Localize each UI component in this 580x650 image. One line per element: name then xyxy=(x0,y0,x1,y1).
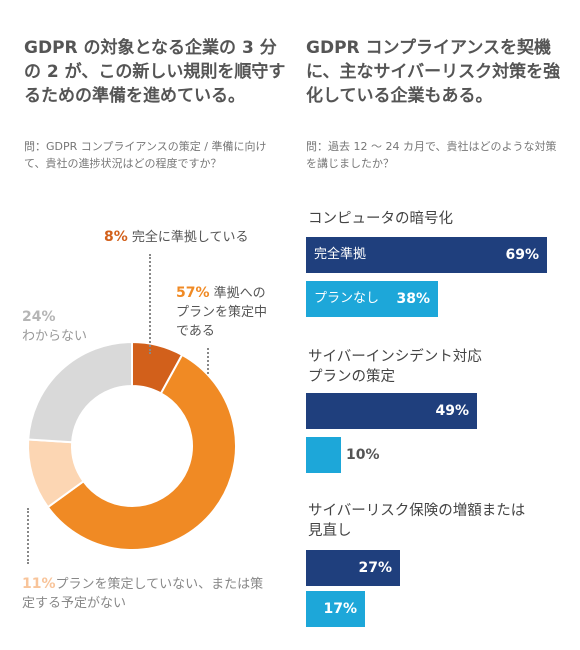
bar: 27% xyxy=(306,550,400,586)
bar-value-label: 17% xyxy=(323,601,357,617)
bar: 17% xyxy=(306,591,365,627)
bar-value-label: 10% xyxy=(346,447,380,463)
slice-label-fully-compliant: 8% 完全に準拠している xyxy=(104,228,249,247)
donut-slice-3 xyxy=(27,340,133,444)
right-question: 問：過去 12 ～ 24 カ月で、貴社はどのような対策を講じましたか？ xyxy=(306,140,557,170)
left-headline: GDPR の対象となる企業の 3 分の 2 が、この新しい規則を順守するための準… xyxy=(24,38,286,106)
bar-label: プランなし xyxy=(314,291,380,306)
slice-label-no-plan: 11%プランを策定していない、または策定する予定がない xyxy=(22,575,272,613)
category-title: サイバーリスク保険の増額または見直し xyxy=(308,503,526,539)
donut-slice-1 xyxy=(46,353,237,550)
slice-label-planning: 57% 準拠へのプランを策定中である xyxy=(176,284,276,341)
bar-value-label: 38% xyxy=(396,291,430,307)
slice-label-unknown: 24% わからない xyxy=(22,308,112,346)
bar: プランなし 38% xyxy=(306,281,438,317)
bar-value-label: 49% xyxy=(435,403,469,419)
leader-line xyxy=(149,254,151,354)
right-headline: GDPR コンプライアンスを契機に、主なサイバーリスク対策を強化している企業もあ… xyxy=(306,38,561,106)
slice-pct: 57% xyxy=(176,285,210,301)
slice-text: わからない xyxy=(22,329,88,344)
bar-value-label: 69% xyxy=(505,247,539,263)
category-title: コンピュータの暗号化 xyxy=(308,211,453,227)
slice-pct: 24% xyxy=(22,309,56,325)
bar xyxy=(306,437,341,473)
slice-pct: 8% xyxy=(104,229,128,245)
bar: 49% xyxy=(306,393,477,429)
leader-line xyxy=(207,348,209,374)
donut-chart xyxy=(27,340,237,550)
category-title: サイバーインシデント対応プランの策定 xyxy=(308,349,482,385)
slice-text: プランを策定していない、または策定する予定がない xyxy=(22,577,264,611)
left-question: 問：GDPR コンプライアンスの策定 / 準備に向けて、貴社の進捗状況はどの程度… xyxy=(24,140,267,170)
slice-pct: 11% xyxy=(22,576,56,592)
slice-text: 完全に準拠している xyxy=(131,230,249,245)
bar-value-label: 27% xyxy=(358,560,392,576)
bar: 完全準拠 69% xyxy=(306,237,547,273)
slice-text: 準拠へのプランを策定中である xyxy=(176,286,268,339)
bar-label: 完全準拠 xyxy=(314,247,367,262)
leader-line xyxy=(27,508,29,564)
